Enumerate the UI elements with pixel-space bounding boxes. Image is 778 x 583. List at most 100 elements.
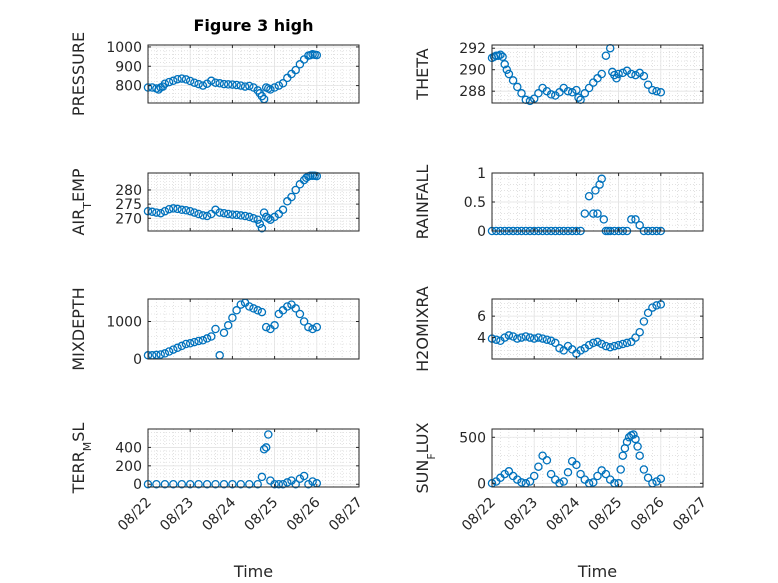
data-point [198,81,208,90]
axes-box [491,428,704,488]
data-point [648,303,657,312]
data-point [589,209,598,218]
data-point [253,306,262,315]
data-point [534,333,543,342]
y-tick-label: 290 [459,63,486,79]
data-point [500,60,509,69]
data-point [574,93,583,102]
y-tick-label: 1 [477,166,486,182]
data-point [500,469,509,479]
data-point [219,328,229,338]
data-point [211,205,220,215]
data-point [177,341,187,351]
data-point [295,60,305,69]
data-point [202,211,212,221]
axes-box [491,298,704,360]
data-point [614,340,623,350]
data-point [618,68,628,78]
data-point [496,50,505,59]
data-point [291,185,300,195]
x-tick-label: 08/27 [326,495,366,535]
data-point [601,341,611,351]
data-point [154,85,163,94]
data-point [156,350,165,359]
data-point [257,307,267,317]
data-point [270,212,279,222]
data-point [525,333,535,342]
data-point [635,327,644,337]
data-point [232,80,241,90]
data-point [223,321,233,330]
data-point [160,479,170,489]
data-point [601,51,611,60]
data-point [631,215,640,224]
y-tick-label: 4 [477,331,486,347]
data-point [643,80,653,89]
data-point [538,334,547,343]
y-tick-label: 500 [459,430,486,446]
data-point [534,462,543,471]
data-point [255,219,265,229]
y-tick-label: 275 [115,197,142,213]
data-point [228,479,237,489]
data-point [278,79,288,88]
y-tick-label: 1000 [106,40,142,56]
data-point [181,206,191,215]
data-point [274,479,284,489]
x-tick-label: 08/24 [199,494,239,534]
data-point [312,322,322,332]
data-point [291,479,300,489]
data-point [627,69,636,79]
data-point [589,338,598,348]
data-point [652,301,661,310]
data-point [169,76,178,86]
data-point [508,332,518,341]
data-point [236,211,246,220]
axes-box [147,298,360,360]
data-point [228,210,237,219]
data-point [593,337,602,347]
axes-box [147,172,360,232]
data-point [580,89,590,98]
data-point [202,79,212,88]
data-point [185,76,195,86]
data-point [223,209,233,219]
data-point [546,469,556,479]
data-point [261,212,271,222]
data-point [295,474,305,483]
y-tick-label: 0.5 [464,195,486,211]
data-point [513,82,522,92]
x-tick-label: 08/25 [586,495,626,535]
data-point [631,333,640,342]
data-point [643,308,653,318]
data-point [198,336,208,345]
data-point [232,306,241,315]
data-point [257,472,267,482]
data-point [190,78,199,87]
data-point [498,52,507,62]
data-point [502,65,512,74]
data-point [631,434,640,444]
data-point [601,469,611,479]
x-axis-label: Time [233,562,273,581]
data-point [185,339,195,348]
data-point [245,302,254,311]
data-point [147,207,157,217]
data-point [283,478,292,487]
data-point [207,76,216,86]
data-point [652,477,661,486]
data-point [257,223,267,233]
data-point [627,215,636,224]
data-point [259,445,269,454]
data-point [593,471,602,481]
y-tick-label: 1000 [106,315,142,331]
data-point [198,211,208,220]
y-tick-label: 400 [115,440,142,456]
data-point [152,479,161,489]
data-point [236,81,246,90]
data-point [181,75,191,84]
data-point [555,344,564,353]
data-point [283,197,292,206]
data-point [194,209,203,219]
